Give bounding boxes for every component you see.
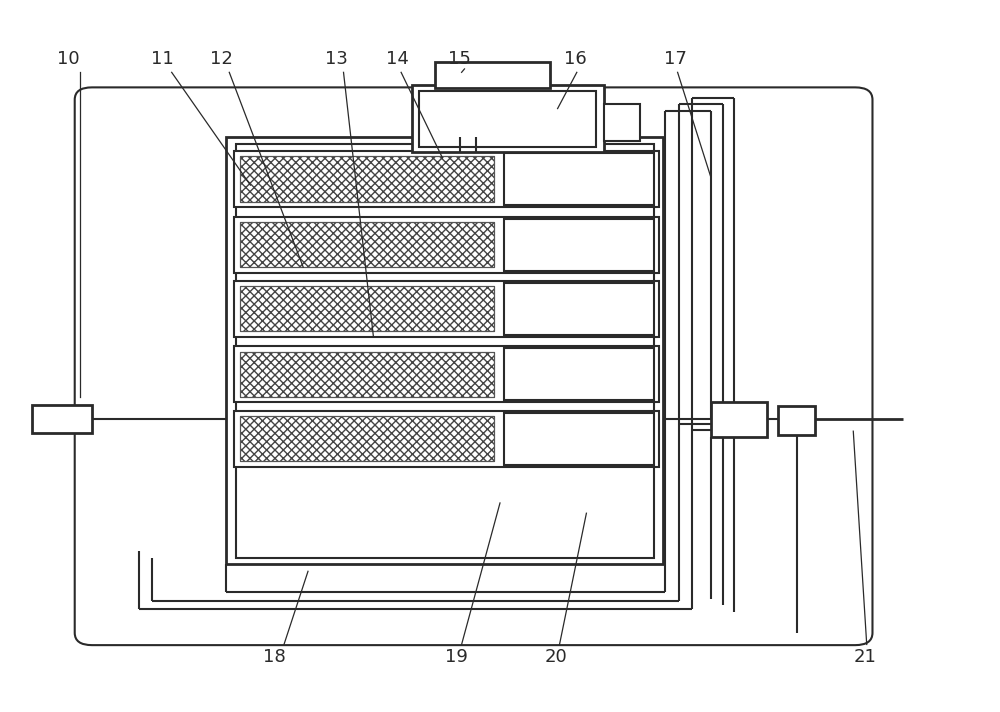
Bar (234, 347, 659, 402)
Text: 15: 15 (448, 50, 471, 68)
Bar (226, 137, 663, 565)
Bar (240, 352, 494, 397)
Bar (504, 283, 654, 335)
Text: 20: 20 (544, 648, 567, 666)
Bar (412, 85, 604, 152)
Bar (32, 405, 92, 433)
Bar (504, 153, 654, 205)
Bar (240, 157, 494, 201)
Text: 21: 21 (853, 648, 876, 666)
Bar (240, 286, 494, 331)
Bar (435, 62, 550, 88)
Bar (504, 219, 654, 271)
Text: 18: 18 (263, 648, 286, 666)
Bar (240, 286, 494, 331)
Bar (234, 151, 659, 207)
Bar (240, 222, 494, 267)
Bar (240, 416, 494, 461)
Bar (240, 352, 494, 397)
Bar (240, 416, 494, 461)
Bar (234, 281, 659, 337)
FancyBboxPatch shape (75, 88, 872, 645)
Bar (504, 348, 654, 400)
Bar (234, 216, 659, 273)
Bar (778, 406, 815, 434)
Text: 19: 19 (445, 648, 468, 666)
Bar (711, 402, 767, 437)
Text: 16: 16 (564, 50, 586, 68)
Text: 12: 12 (210, 50, 233, 68)
Bar (419, 91, 596, 147)
Bar (240, 222, 494, 267)
Text: 14: 14 (386, 50, 409, 68)
Bar (234, 411, 659, 467)
Bar (240, 157, 494, 201)
Text: 10: 10 (57, 50, 79, 68)
Bar (236, 144, 654, 557)
Bar (604, 105, 640, 142)
Text: 13: 13 (325, 50, 348, 68)
Text: 11: 11 (151, 50, 173, 68)
Text: 17: 17 (664, 50, 687, 68)
Bar (504, 413, 654, 465)
